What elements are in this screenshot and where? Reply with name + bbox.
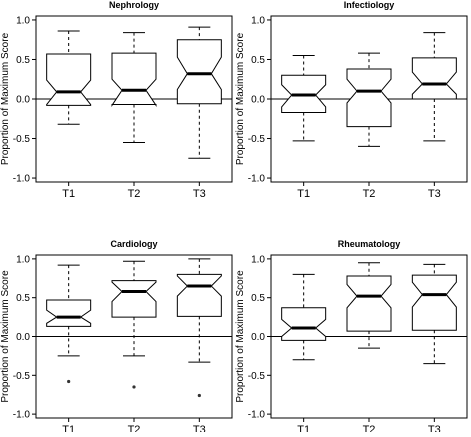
notched-box (176, 39, 222, 105)
y-tick-label: -1.0 (248, 410, 266, 421)
notched-box (176, 273, 222, 317)
y-axis-label: Proportion of Maximum Score (235, 32, 246, 165)
panel-title: Nephrology (109, 0, 159, 10)
x-tick-label: T2 (363, 424, 376, 432)
notched-box (46, 53, 92, 106)
x-tick-label: T1 (62, 188, 75, 200)
notched-box (111, 280, 157, 318)
y-tick-label: 1.0 (16, 254, 30, 265)
notched-box (281, 307, 327, 341)
y-tick-label: 1.0 (16, 15, 30, 26)
notched-box (411, 57, 457, 100)
y-tick-label: -1.0 (13, 174, 31, 185)
panel-3: Rheumatology Proportion of Maximum Score-… (235, 239, 468, 436)
panel-2: Cardiology Proportion of Maximum Score-1.… (0, 239, 233, 436)
y-tick-label: -0.5 (13, 371, 31, 382)
notched-box (346, 275, 392, 332)
x-tick-label: T3 (428, 188, 441, 200)
y-tick-label: 0.5 (16, 293, 30, 304)
outlier-point (67, 379, 71, 384)
notched-box (411, 274, 457, 331)
y-tick-label: -1.0 (248, 174, 266, 185)
y-tick-label: 0.0 (16, 332, 30, 343)
panel-0: Nephrology Proportion of Maximum Score-1.… (0, 0, 233, 200)
x-tick-label: T1 (297, 424, 310, 432)
y-axis-label: Proportion of Maximum Score (0, 270, 11, 403)
y-axis-label: Proportion of Maximum Score (235, 270, 246, 403)
x-tick-label: T1 (62, 424, 75, 432)
x-tick-label: T2 (128, 188, 141, 200)
y-tick-label: -0.5 (248, 134, 266, 145)
y-tick-label: 0.5 (251, 293, 265, 304)
notched-box (346, 68, 392, 128)
y-tick-label: 0.5 (251, 55, 265, 66)
y-tick-label: 1.0 (251, 15, 265, 26)
outlier-point (132, 385, 136, 389)
x-tick-label: T3 (428, 424, 441, 432)
y-tick-label: 0.5 (16, 55, 30, 66)
y-tick-label: 1.0 (251, 254, 265, 265)
panel-title: Rheumatology (338, 239, 401, 249)
panel-title: Cardiology (110, 239, 157, 249)
x-tick-label: T2 (128, 424, 141, 432)
y-tick-label: 0.0 (251, 332, 265, 343)
x-tick-label: T3 (193, 424, 206, 432)
y-axis-label: Proportion of Maximum Score (0, 32, 11, 165)
y-tick-label: -0.5 (248, 371, 266, 382)
outlier-point (197, 393, 201, 398)
y-tick-label: 0.0 (16, 95, 30, 106)
notched-box (111, 52, 157, 107)
x-tick-label: T1 (297, 188, 310, 200)
notched-box (46, 299, 92, 327)
y-tick-label: -1.0 (13, 410, 31, 421)
x-tick-label: T3 (193, 188, 206, 200)
panel-1: Infectiology Proportion of Maximum Score-… (235, 0, 468, 200)
x-tick-label: T2 (363, 188, 376, 200)
panel-title: Infectiology (344, 0, 395, 10)
y-tick-label: -0.5 (13, 134, 31, 145)
y-tick-label: 0.0 (251, 95, 265, 106)
